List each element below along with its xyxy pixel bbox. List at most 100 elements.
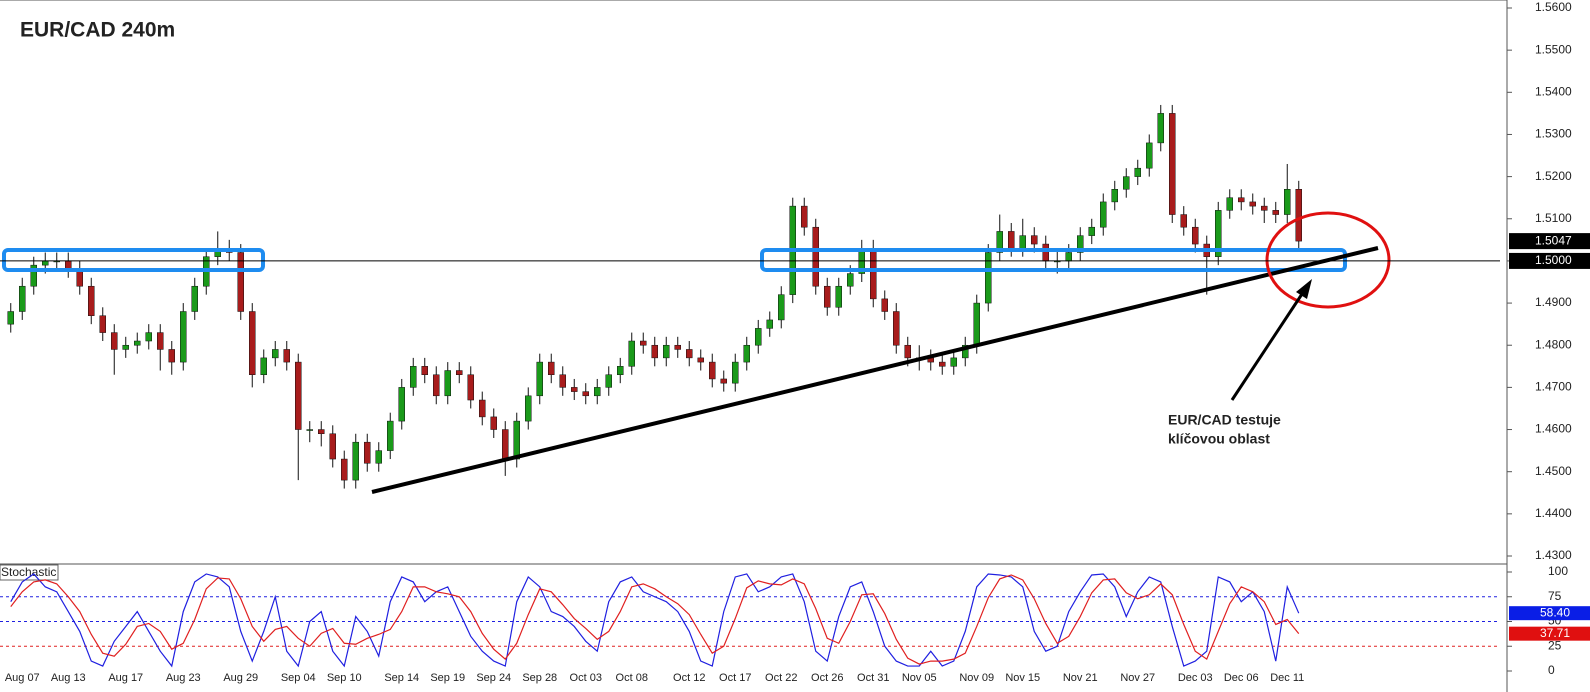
candle-body	[1042, 243, 1049, 262]
price-marker	[1509, 233, 1590, 250]
candle-body	[536, 361, 543, 397]
x-tick-label: Oct 12	[673, 672, 705, 684]
candle-body	[134, 340, 141, 346]
price-marker	[1509, 252, 1590, 269]
candle-body	[1077, 235, 1084, 253]
support-zone	[2, 248, 265, 272]
x-tick-label: Aug 17	[108, 672, 143, 684]
candle-body	[870, 248, 877, 300]
candle-body	[835, 285, 842, 308]
candle-body	[1180, 214, 1187, 228]
indicator-label: Stochastic	[1, 565, 56, 579]
candle-body	[571, 387, 578, 392]
candle-body	[755, 328, 762, 346]
candle-body	[479, 399, 486, 418]
candle-body	[375, 450, 382, 464]
candle-body	[1111, 189, 1118, 203]
candle-body	[260, 357, 267, 375]
candle-body	[237, 252, 244, 312]
candle-body	[513, 420, 520, 460]
candle-body	[548, 361, 555, 375]
candle-body	[180, 311, 187, 363]
candle-body	[410, 366, 417, 388]
chart-title: EUR/CAD 240m	[20, 19, 175, 42]
candle-body	[847, 273, 854, 287]
highlight-circle	[1265, 211, 1391, 309]
candle-body	[352, 441, 359, 481]
annotations	[2, 211, 1391, 494]
y-tick-label: 1.5200	[1535, 169, 1572, 183]
y-tick-label: 25	[1548, 638, 1562, 652]
candle-body	[99, 315, 106, 333]
candle-body	[962, 344, 969, 359]
candle-body	[766, 319, 773, 329]
x-tick-label: Sep 14	[384, 672, 419, 684]
candle-body	[525, 395, 532, 422]
candle-body	[318, 429, 325, 435]
candle-body	[191, 285, 198, 312]
candle-body	[1157, 113, 1164, 144]
annotation-text: EUR/CAD testuje	[1168, 412, 1281, 428]
candle-body	[1019, 235, 1026, 249]
candle-body	[1123, 176, 1130, 190]
y-tick-label: 1.4500	[1535, 464, 1572, 478]
support-zone	[760, 248, 1347, 272]
candle-body	[1088, 226, 1095, 236]
y-tick-label: 1.4600	[1535, 422, 1572, 436]
candle-body	[364, 441, 371, 464]
candle-body	[1249, 201, 1256, 207]
candle-body	[398, 387, 405, 422]
candle-body	[709, 361, 716, 380]
candle-body	[295, 361, 302, 430]
price-marker-label: 1.5000	[1535, 253, 1572, 267]
y-tick-label: 1.4400	[1535, 506, 1572, 520]
x-tick-label: Oct 22	[765, 672, 797, 684]
candle-body	[686, 349, 693, 359]
x-tick-label: Sep 10	[327, 672, 362, 684]
x-tick-label: Dec 06	[1224, 672, 1259, 684]
y-tick-label: 1.4700	[1535, 380, 1572, 394]
y-tick-label: 0	[1548, 663, 1555, 677]
candle-body	[456, 370, 463, 375]
y-tick-label: 1.5100	[1535, 211, 1572, 225]
candle-body	[306, 429, 313, 431]
candle-body	[467, 374, 474, 401]
trend-line	[371, 246, 1379, 494]
price-marker-label: 1.5047	[1535, 233, 1572, 247]
candle-body	[674, 344, 681, 350]
candle-body	[732, 361, 739, 384]
candle-body	[1008, 231, 1015, 249]
x-tick-label: Aug 13	[51, 672, 86, 684]
x-tick-label: Dec 11	[1270, 672, 1304, 684]
candle-body	[111, 332, 118, 350]
y-tick-label: 1.4300	[1535, 548, 1572, 562]
candle-body	[743, 344, 750, 363]
candle-body	[1226, 197, 1233, 211]
value-marker	[1509, 626, 1590, 641]
y-tick-label: 1.5500	[1535, 42, 1572, 56]
y-tick-label: 1.4900	[1535, 295, 1572, 309]
candle-body	[778, 294, 785, 321]
candle-body	[594, 387, 601, 397]
x-tick-label: Oct 03	[570, 672, 602, 684]
candle-body	[1215, 210, 1222, 257]
y-tick-label: 1.5300	[1535, 127, 1572, 141]
candle-body	[283, 349, 290, 363]
candle-body	[1192, 226, 1199, 245]
candle-body	[502, 429, 509, 460]
x-tick-label: Aug 29	[223, 672, 258, 684]
x-tick-label: Nov 27	[1120, 672, 1155, 684]
candle-body	[617, 366, 624, 375]
x-tick-label: Aug 07	[5, 672, 40, 684]
x-tick-label: Nov 09	[959, 672, 994, 684]
x-tick-label: Oct 31	[857, 672, 889, 684]
candle-body	[582, 391, 589, 397]
arrow-shaft	[1230, 293, 1304, 401]
x-tick-label: Oct 08	[616, 672, 648, 684]
candle-body	[812, 226, 819, 287]
candle-body	[341, 458, 348, 481]
candle-body	[444, 370, 451, 397]
candle-body	[1031, 235, 1038, 245]
